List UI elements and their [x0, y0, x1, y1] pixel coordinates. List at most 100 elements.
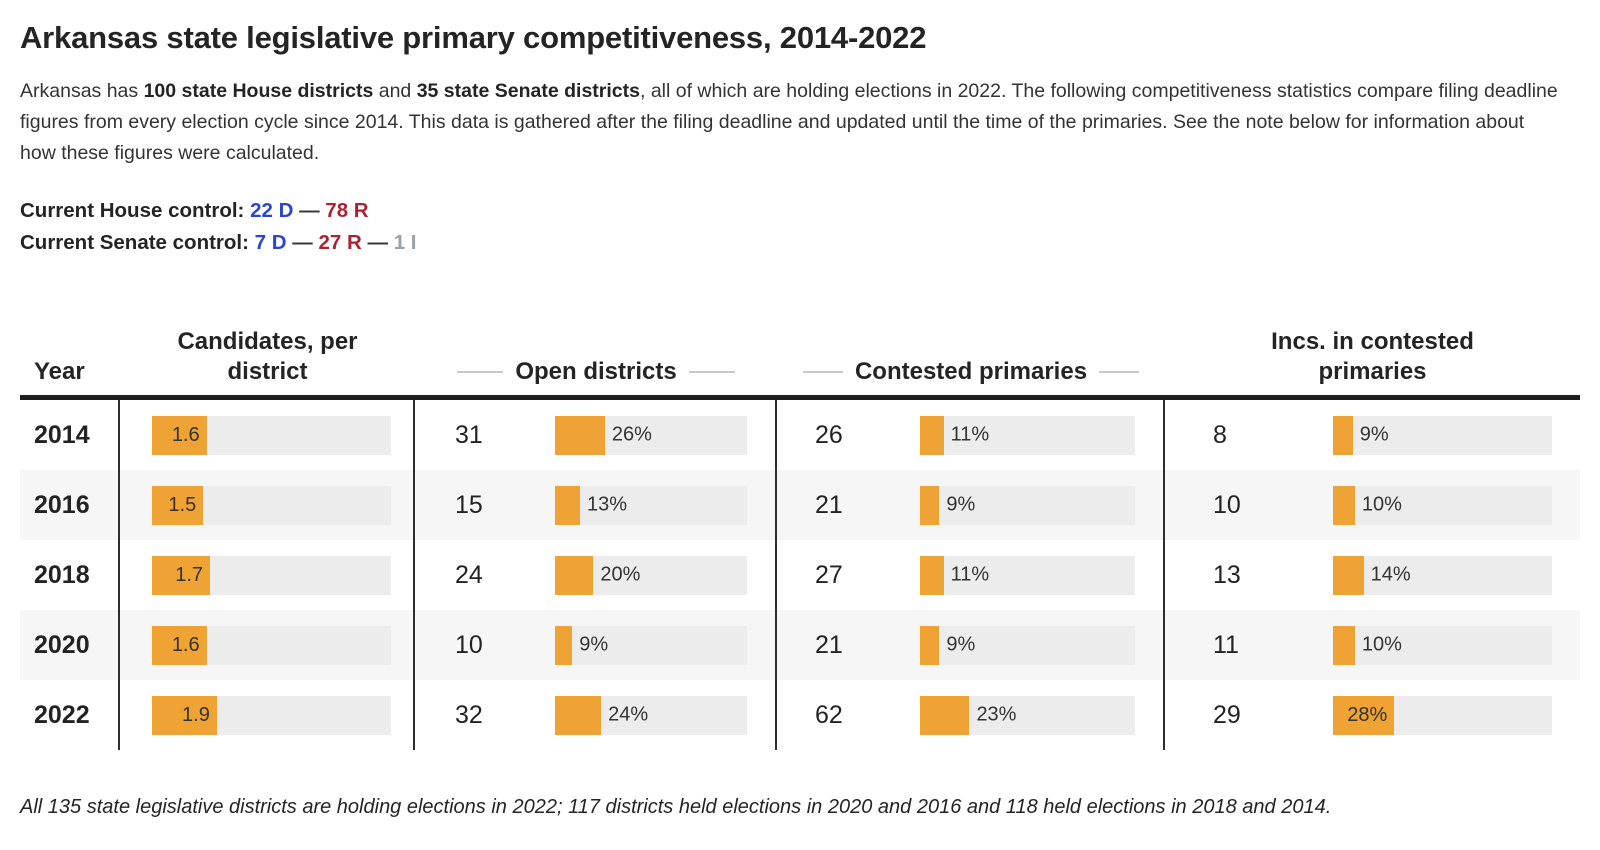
year-cell: 2018 — [20, 540, 120, 610]
open-districts-cell: 15 13% — [415, 470, 777, 540]
bar-fill — [555, 485, 580, 525]
bar-value-label: 1.6 — [171, 423, 200, 446]
senate-ind-seats: 1 I — [393, 231, 417, 254]
bar-track: 1.5 — [152, 485, 391, 525]
bar-track: 1.9 — [152, 695, 391, 735]
candidates-per-district-cell: 1.6 — [120, 610, 415, 680]
bar-value-label: 10% — [1361, 493, 1402, 516]
contested-primaries-count: 21 — [815, 490, 843, 519]
bar-value-label: 1.5 — [168, 493, 197, 516]
bar-fill: 1.5 — [152, 485, 204, 525]
page-title: Arkansas state legislative primary compe… — [20, 20, 927, 55]
col-header-year: Year — [34, 358, 85, 385]
bar-value-label: 9% — [579, 633, 609, 656]
incs-in-contested-primaries-count: 11 — [1213, 630, 1239, 659]
bar-fill: 1.6 — [152, 625, 207, 665]
bar-track: 9% — [555, 625, 747, 665]
incs-in-contested-primaries-count: 13 — [1213, 560, 1241, 589]
header-dash-line — [688, 371, 735, 373]
separator-dash: — — [367, 231, 388, 254]
bar-track: 13% — [555, 485, 747, 525]
contested-primaries-count: 27 — [815, 560, 843, 589]
candidates-per-district-cell: 1.6 — [120, 400, 415, 470]
open-districts-cell: 31 26% — [415, 400, 777, 470]
bar-value-label: 14% — [1370, 563, 1411, 586]
candidates-per-district-cell: 1.7 — [120, 540, 415, 610]
table-row: 2022 1.9 32 24% 62 23% 29 28% — [20, 680, 1580, 750]
bar-value-label: 13% — [586, 493, 627, 516]
chamber-control-block: Current House control: 22 D — 78 R Curre… — [20, 195, 1580, 259]
contested-primaries-cell: 21 9% — [777, 610, 1165, 680]
incs-in-contested-primaries-cell: 10 10% — [1165, 470, 1580, 540]
bar-track: 10% — [1333, 485, 1552, 525]
bar-fill — [555, 695, 602, 735]
bar-track: 24% — [555, 695, 747, 735]
bar-fill — [555, 415, 605, 455]
intro-text-3: , all of which are holding elections in … — [20, 80, 1558, 164]
page: Arkansas state legislative primary compe… — [20, 20, 1580, 818]
house-control-line: Current House control: 22 D — 78 R — [20, 195, 1580, 227]
bar-value-label: 9% — [946, 633, 976, 656]
open-districts-cell: 10 9% — [415, 610, 777, 680]
bar-value-label: 11% — [950, 423, 990, 446]
col-header-open-districts: Open districts — [415, 357, 777, 387]
bar-track: 9% — [920, 625, 1135, 665]
open-districts-count: 15 — [455, 490, 483, 519]
year-cell: 2022 — [20, 680, 120, 750]
header-dash-line — [803, 371, 843, 373]
intro-text-1: Arkansas has — [20, 80, 144, 102]
open-districts-count: 31 — [455, 420, 483, 449]
separator-dash: — — [292, 231, 313, 254]
bar-fill — [920, 415, 944, 455]
senate-dem-seats: 7 D — [254, 231, 287, 254]
open-districts-count: 10 — [455, 630, 483, 659]
bar-value-label: 1.6 — [171, 633, 200, 656]
bar-value-label: 10% — [1361, 633, 1402, 656]
bar-track: 10% — [1333, 625, 1552, 665]
bar-track: 1.6 — [152, 625, 391, 665]
bar-fill: 28% — [1333, 695, 1395, 735]
bar-value-label: 23% — [976, 703, 1017, 726]
table-row: 2020 1.6 10 9% 21 9% 11 10% — [20, 610, 1580, 680]
open-districts-cell: 32 24% — [415, 680, 777, 750]
primaries-table: Year Candidates, per district Open distr… — [20, 303, 1580, 750]
house-districts-count: 100 state House districts — [143, 80, 374, 102]
bar-fill — [555, 625, 573, 665]
col-header-incs-label: Incs. in contested primaries — [1271, 328, 1474, 385]
table-body: 2014 1.6 31 26% 26 11% 8 9% 2016 1.5 15 13% 21 9% 10 10… — [20, 400, 1580, 750]
bar-fill: 1.6 — [152, 415, 207, 455]
col-header-incs: Incs. in contested primaries — [1165, 327, 1580, 387]
bar-track: 1.6 — [152, 415, 391, 455]
contested-primaries-count: 26 — [815, 420, 843, 449]
contested-primaries-cell: 26 11% — [777, 400, 1165, 470]
bar-track: 11% — [920, 415, 1135, 455]
intro-paragraph: Arkansas has 100 state House districts a… — [20, 76, 1565, 169]
header-dash-line — [457, 371, 504, 373]
candidates-per-district-cell: 1.5 — [120, 470, 415, 540]
contested-primaries-cell: 62 23% — [777, 680, 1165, 750]
year-cell: 2016 — [20, 470, 120, 540]
bar-value-label: 1.9 — [182, 703, 210, 726]
bar-track: 9% — [1333, 415, 1552, 455]
table-row: 2018 1.7 24 20% 27 11% 13 14% — [20, 540, 1580, 610]
contested-primaries-count: 62 — [815, 700, 843, 729]
bar-fill — [920, 555, 944, 595]
incs-in-contested-primaries-cell: 8 9% — [1165, 400, 1580, 470]
open-districts-count: 24 — [455, 560, 483, 589]
separator-dash: — — [299, 199, 320, 222]
senate-rep-seats: 27 R — [318, 231, 362, 254]
house-control-label: Current House control: — [20, 199, 245, 222]
col-header-contested-primaries: Contested primaries — [777, 357, 1165, 387]
header-dash-line — [1099, 371, 1140, 373]
year-cell: 2020 — [20, 610, 120, 680]
bar-track: 28% — [1333, 695, 1552, 735]
bar-fill — [555, 555, 594, 595]
bar-fill — [920, 485, 940, 525]
table-row: 2014 1.6 31 26% 26 11% 8 9% — [20, 400, 1580, 470]
incs-in-contested-primaries-count: 8 — [1213, 420, 1227, 449]
bar-track: 20% — [555, 555, 747, 595]
bar-track: 26% — [555, 415, 747, 455]
col-header-contested-primaries-label: Contested primaries — [854, 358, 1088, 385]
contested-primaries-cell: 27 11% — [777, 540, 1165, 610]
year-cell: 2014 — [20, 400, 120, 470]
